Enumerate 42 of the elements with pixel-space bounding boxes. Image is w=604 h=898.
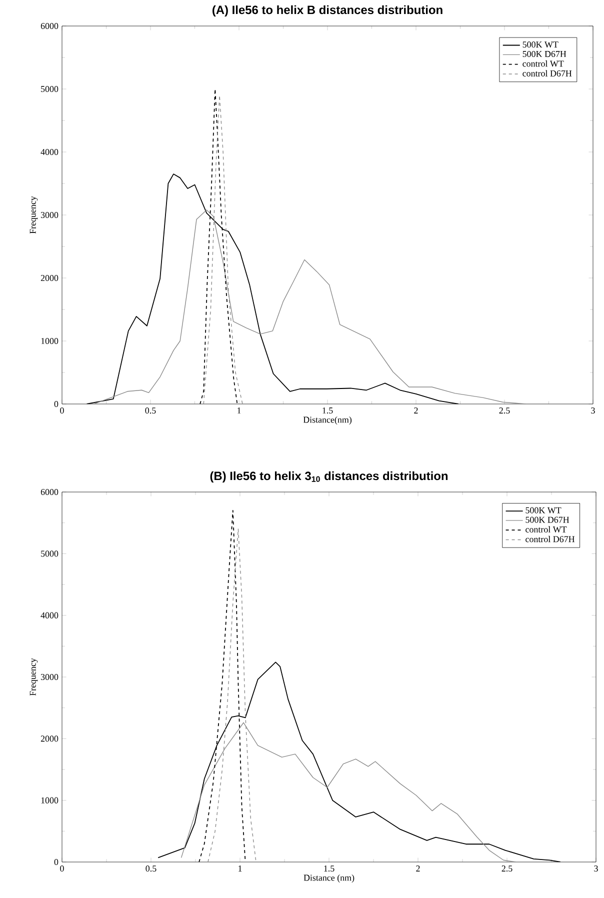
x-tick-label: 0.5 <box>146 866 156 872</box>
y-tick-label: 5000 <box>41 550 58 557</box>
y-axis-title: Frequency <box>30 658 38 696</box>
y-tick-label: 1000 <box>41 797 58 804</box>
x-tick-label: 3 <box>591 408 595 414</box>
x-axis-title: Distance(nm) <box>303 416 352 425</box>
y-tick-label: 2000 <box>40 736 58 742</box>
legend-label: control D67H <box>522 70 572 76</box>
x-tick-label: 0.5 <box>145 408 156 414</box>
x-tick-label: 2 <box>416 866 420 872</box>
legend-label: control D67H <box>526 536 575 542</box>
x-tick-label: 2.5 <box>499 408 510 414</box>
legend-label: control WT <box>522 60 564 67</box>
legend-label: 500K D67H <box>526 516 570 523</box>
y-axis-title: Frequency <box>30 196 38 234</box>
x-axis-title: Distance (nm) <box>304 874 354 883</box>
y-tick-label: 4000 <box>40 148 58 156</box>
x-tick-label: 1.5 <box>324 866 334 872</box>
legend-label: 500K WT <box>522 42 558 48</box>
y-tick-label: 0 <box>54 400 58 408</box>
y-tick-label: 3000 <box>40 674 58 680</box>
y-tick-label: 5000 <box>41 86 58 92</box>
y-tick-label: 6000 <box>40 22 58 30</box>
x-tick-label: 0 <box>60 866 64 872</box>
chart-title: (A) Ile56 to helix B distances distribution <box>212 5 442 16</box>
x-tick-label: 3 <box>594 866 598 872</box>
legend-label: 500K WT <box>526 507 562 514</box>
legend-label: 500K D67H <box>522 50 566 58</box>
y-tick-label: 3000 <box>40 212 58 218</box>
y-tick-label: 0 <box>54 858 58 866</box>
chart-title: (B) Ile56 to helix 3$_{10}$ distances distribution <box>210 471 448 483</box>
y-tick-label: 6000 <box>40 488 58 496</box>
x-tick-label: 2 <box>414 408 418 414</box>
y-tick-label: 1000 <box>41 338 58 344</box>
x-tick-label: 1 <box>238 866 242 872</box>
x-tick-label: 0 <box>60 408 64 414</box>
x-tick-label: 2.5 <box>502 866 512 872</box>
y-tick-label: 4000 <box>40 612 58 618</box>
legend-label: control WT <box>526 526 567 533</box>
y-tick-label: 2000 <box>40 274 58 282</box>
x-tick-label: 1.5 <box>322 408 333 414</box>
x-tick-label: 1 <box>238 408 241 414</box>
